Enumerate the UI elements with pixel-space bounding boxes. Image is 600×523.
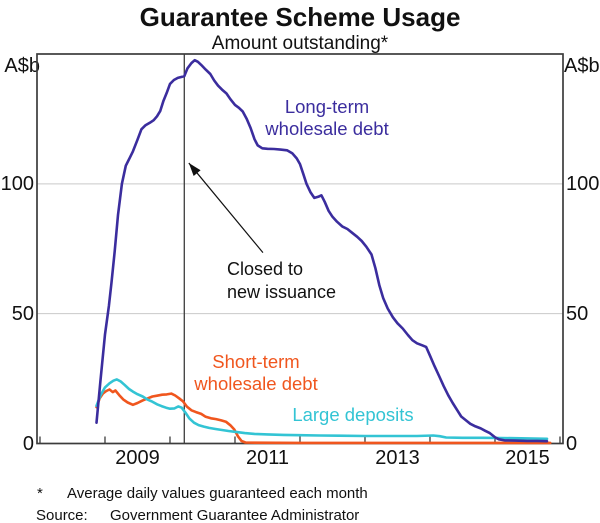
y-axis-tick-label-left-100: 100: [0, 172, 34, 195]
annotation-arrow-line: [188, 162, 264, 254]
label-line: Long-term: [284, 96, 370, 117]
label-line: wholesale debt: [265, 117, 389, 139]
series-label-short-term-wholesale-debt: Short-term wholesale debt: [194, 351, 317, 394]
x-axis-year-label-2011: 2011: [245, 447, 289, 469]
source-label: Source:: [36, 507, 88, 523]
chart-title: Guarantee Scheme Usage: [139, 2, 461, 32]
label-line: Short-term: [212, 351, 300, 372]
y-axis-unit-right: A$b: [564, 55, 600, 77]
y-axis-tick-label-left-50: 50: [11, 302, 34, 325]
y-axis-tick-label-right-50: 50: [566, 302, 589, 325]
series-label-large-deposits: Large deposits: [292, 404, 413, 426]
x-axis-year-label-2013: 2013: [375, 447, 420, 469]
label-line: Closed to: [227, 259, 304, 279]
label-line: Large deposits: [292, 404, 414, 425]
y-axis-tick-label-right-100: 100: [566, 172, 600, 195]
y-axis-tick-label-right-0: 0: [566, 432, 578, 455]
footnote-text: Average daily values guaranteed each mon…: [67, 485, 368, 502]
x-axis-year-label-2015: 2015: [505, 447, 550, 469]
series-line-long-term-wholesale-debt: [95, 58, 549, 443]
series-line-large-deposits: [95, 378, 549, 441]
source-text: Government Guarantee Administrator: [110, 507, 360, 523]
closed-to-new-issuance-annotation: Closed to new issuance: [227, 258, 336, 304]
chart-subtitle: Amount outstanding*: [211, 33, 389, 54]
y-axis-tick-label-left-0: 0: [22, 432, 34, 455]
y-axis-unit-left: A$b: [4, 55, 40, 77]
annotation-arrow-head: [188, 163, 201, 176]
x-axis-year-label-2009: 2009: [115, 447, 160, 469]
label-line: wholesale debt: [194, 372, 318, 394]
label-line: new issuance: [227, 282, 337, 302]
footnote-asterisk: *: [37, 485, 43, 502]
series-line-short-term-wholesale-debt: [95, 388, 552, 445]
series-label-long-term-wholesale-debt: Long-term wholesale debt: [265, 96, 388, 139]
